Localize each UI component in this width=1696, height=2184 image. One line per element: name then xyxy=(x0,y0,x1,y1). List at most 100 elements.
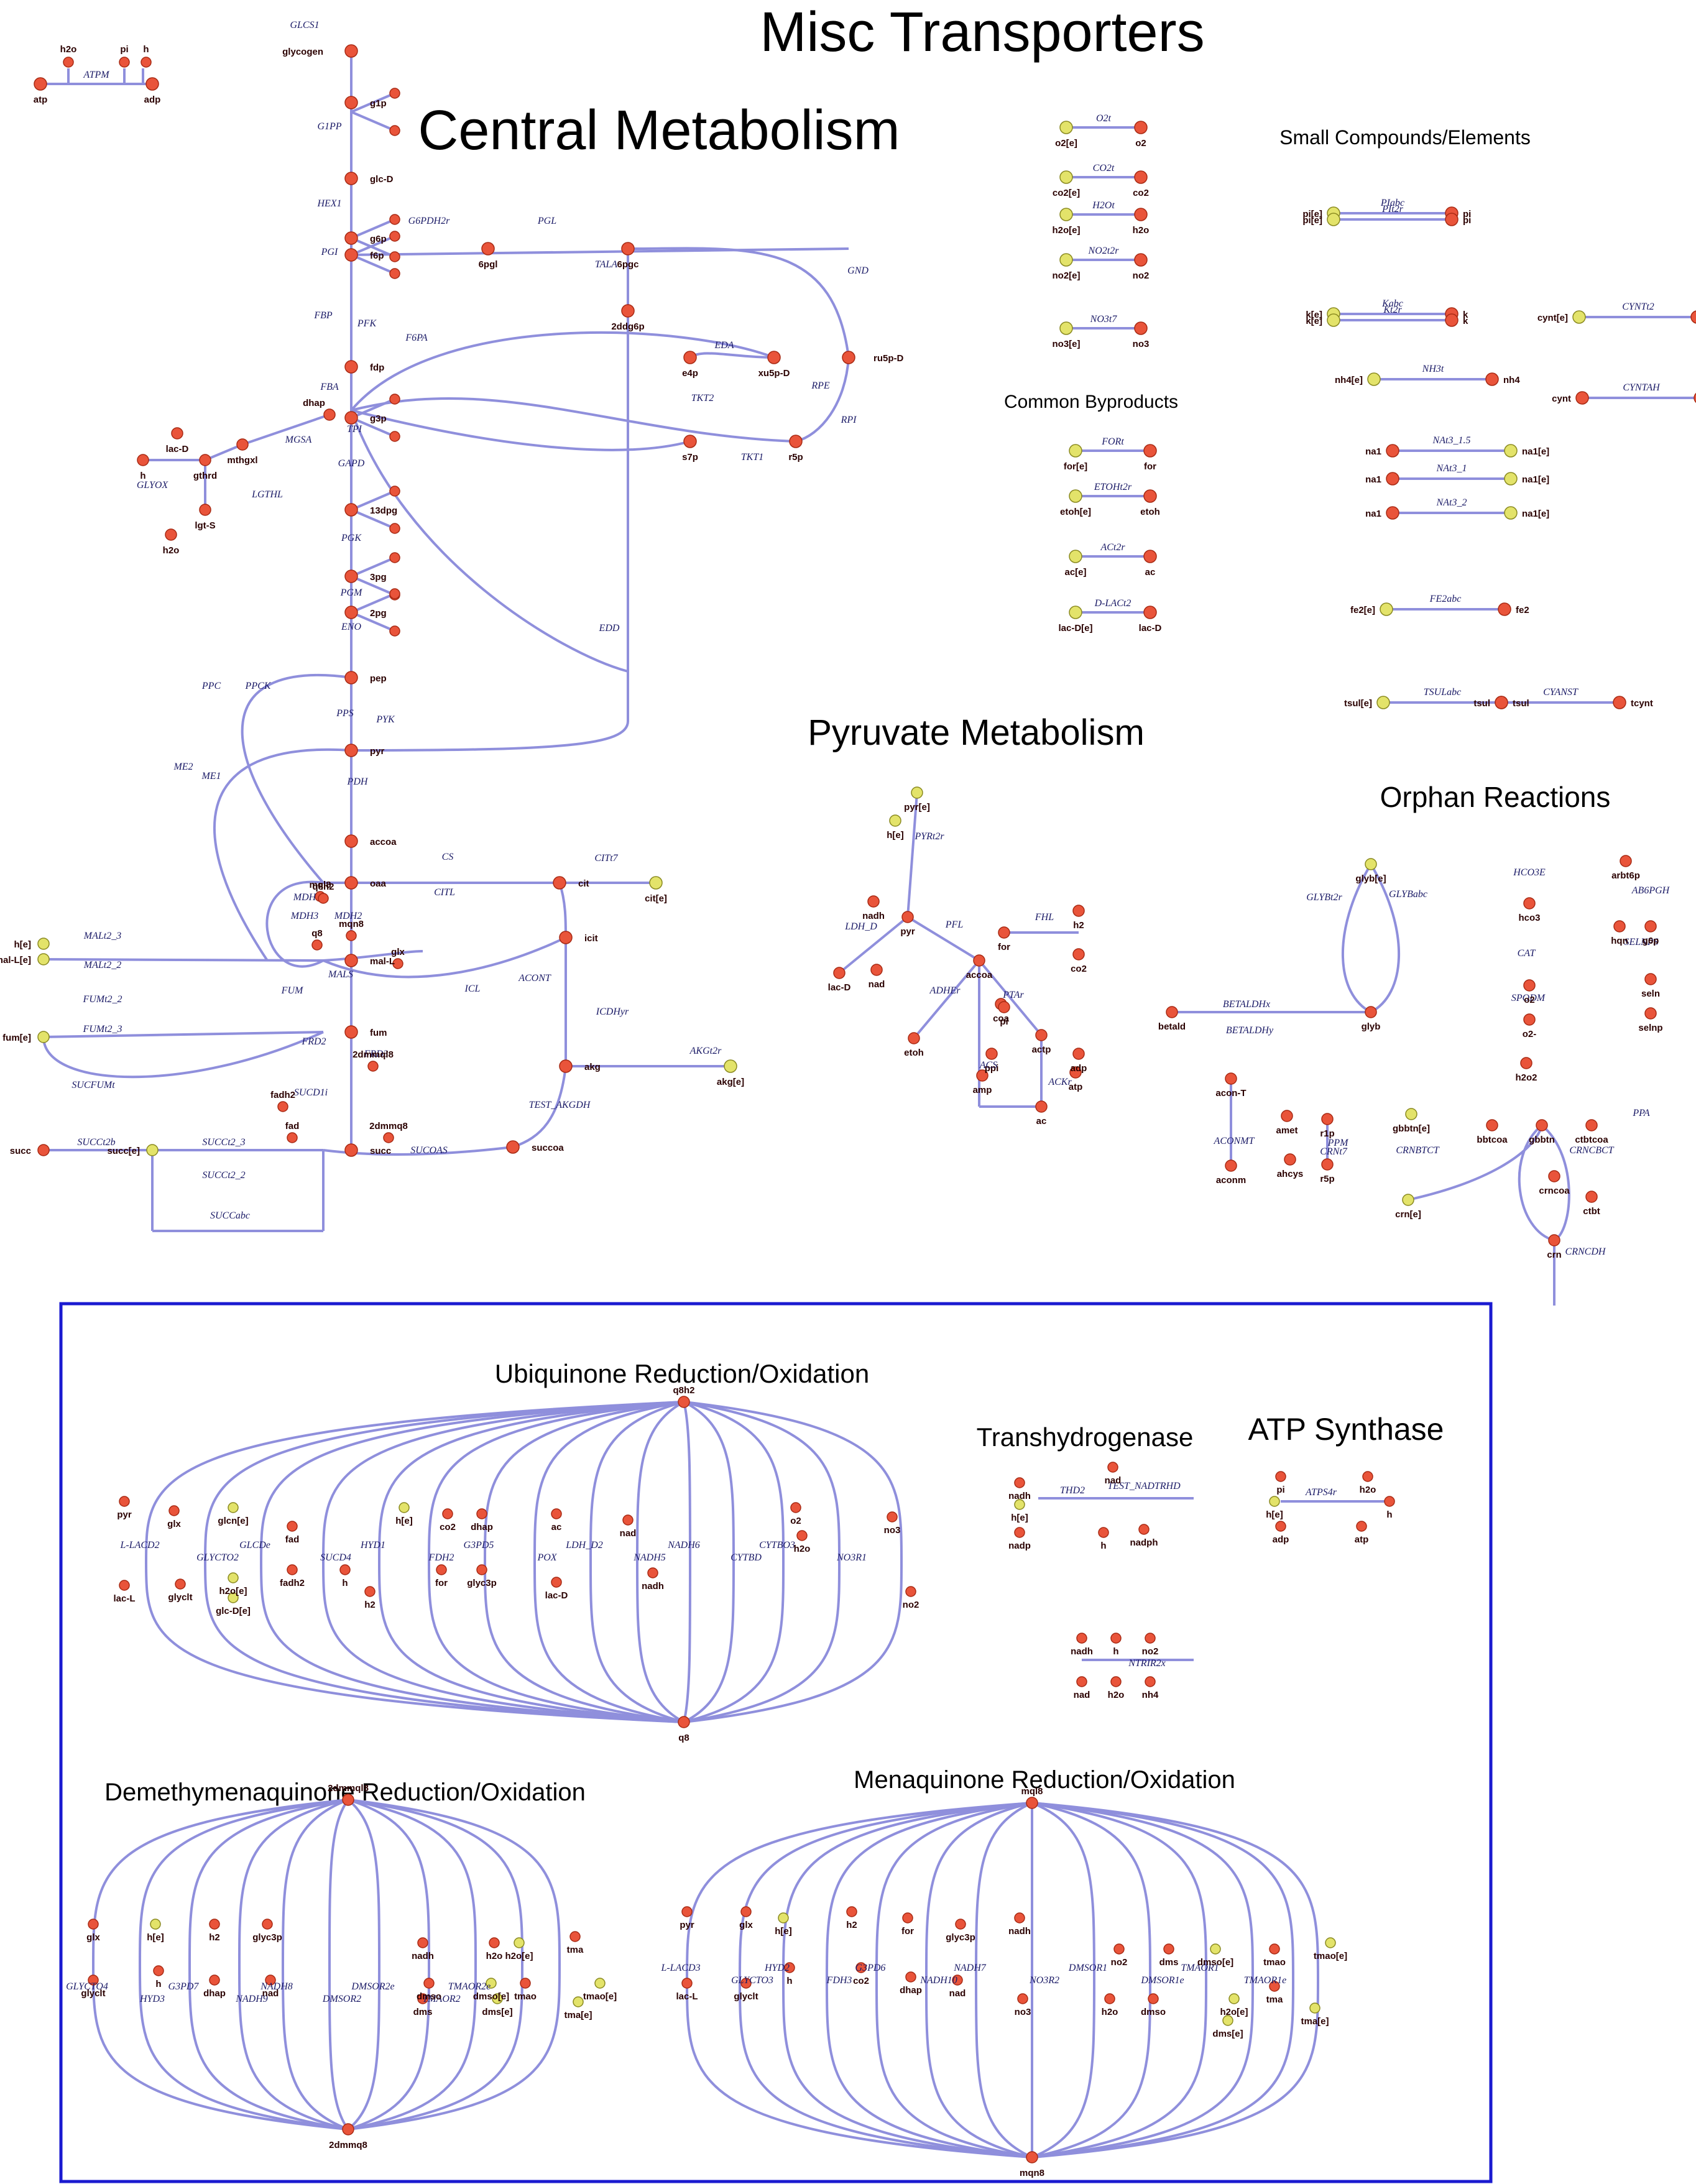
reaction-me2[interactable]: ME2 xyxy=(173,762,193,772)
metabolite-nad[interactable] xyxy=(870,964,883,976)
metabolite-lac-d[interactable] xyxy=(171,427,183,440)
reaction-sucfumt[interactable]: SUCFUMt xyxy=(71,1080,115,1090)
metabolite-13dpg[interactable] xyxy=(344,503,358,517)
metabolite-ac[interactable] xyxy=(1035,1100,1048,1113)
metabolite-gbbtn[interactable] xyxy=(1536,1119,1548,1131)
reaction-atps4r[interactable]: ATPS4r xyxy=(1305,1487,1337,1498)
reaction-nat3-1-5[interactable]: NAt3_1.5 xyxy=(1432,435,1471,446)
metabolite-for[interactable] xyxy=(436,1564,447,1575)
reaction-tsulabc[interactable]: TSULabc xyxy=(1424,687,1461,698)
metabolite-lac-d[interactable] xyxy=(551,1577,562,1588)
metabolite-atp[interactable] xyxy=(1356,1521,1367,1532)
metabolite-glyclt[interactable] xyxy=(88,1974,99,1986)
metabolite-gthrd[interactable] xyxy=(199,454,211,466)
reaction-ptar[interactable]: PTAr xyxy=(1002,990,1024,1000)
reaction-lgthl[interactable]: LGTHL xyxy=(251,489,283,500)
metabolite-glc-d-e[interactable] xyxy=(228,1592,239,1603)
metabolite-na1-e[interactable] xyxy=(1504,506,1518,520)
metabolite-ru5p-d[interactable] xyxy=(842,351,855,364)
reaction-malt2-3[interactable]: MALt2_3 xyxy=(83,931,121,941)
reaction-glycto4[interactable]: GLYCTO4 xyxy=(66,1981,108,1992)
metabolite-succ-e[interactable] xyxy=(146,1144,159,1156)
metabolite-adp[interactable] xyxy=(1072,1048,1085,1060)
metabolite-pi-e[interactable] xyxy=(1327,213,1340,226)
metabolite-h2o-e[interactable] xyxy=(1059,208,1073,221)
reaction-frd3[interactable]: FRD3 xyxy=(363,1049,388,1059)
reaction-tmaor1e[interactable]: TMAOR1e xyxy=(1244,1975,1286,1986)
metabolite-succ[interactable] xyxy=(344,1143,358,1157)
reaction-no2t2r[interactable]: NO2t2r xyxy=(1088,246,1120,256)
metabolite-crn-e[interactable] xyxy=(1402,1194,1414,1206)
metabolite-o2[interactable] xyxy=(790,1502,801,1513)
metabolite-nadp[interactable] xyxy=(1014,1527,1025,1538)
reaction-cyanst[interactable]: CYANST xyxy=(1543,687,1578,698)
metabolite-dmso[interactable] xyxy=(423,1978,435,1989)
metabolite-o2[interactable] xyxy=(1523,979,1536,992)
metabolite-bbtcoa[interactable] xyxy=(1486,1119,1498,1131)
metabolite-q8h2[interactable] xyxy=(318,893,329,904)
reaction-ldh-d[interactable]: LDH_D xyxy=(844,921,877,932)
metabolite-dhap[interactable] xyxy=(209,1974,220,1986)
reaction-pfk[interactable]: PFK xyxy=(357,318,377,329)
reaction-g3pd6[interactable]: G3PD6 xyxy=(855,1963,886,1973)
reaction-nat3-1[interactable]: NAt3_1 xyxy=(1436,463,1467,474)
metabolite-actp[interactable] xyxy=(1035,1029,1048,1041)
metabolite-pi[interactable] xyxy=(119,57,130,68)
reaction-fhl[interactable]: FHL xyxy=(1035,912,1054,923)
metabolite-2dmmq8[interactable] xyxy=(342,2123,354,2136)
metabolite-glx[interactable] xyxy=(740,1906,752,1917)
reaction-gnd[interactable]: GND xyxy=(847,265,869,276)
reaction-mals[interactable]: MALS xyxy=(328,969,353,980)
reaction-kabc[interactable]: Kabc xyxy=(1381,298,1403,309)
reaction-tpi[interactable]: TPI xyxy=(347,424,362,435)
metabolite-glx[interactable] xyxy=(88,1919,99,1930)
reaction-nadh9[interactable]: NADH9 xyxy=(235,1994,268,2004)
metabolite-g1p[interactable] xyxy=(344,96,358,109)
metabolite-glyc3p[interactable] xyxy=(262,1919,273,1930)
reaction-icdhyr[interactable]: ICDHyr xyxy=(596,1007,629,1017)
reaction-pps[interactable]: PPS xyxy=(336,708,354,719)
metabolite-h2o-e[interactable] xyxy=(228,1572,239,1583)
reaction-ab6pgh[interactable]: AB6PGH xyxy=(1631,885,1671,896)
reaction-selnps[interactable]: SELNPS xyxy=(1624,937,1658,947)
metabolite-amet[interactable] xyxy=(1281,1110,1293,1122)
metabolite-h[interactable] xyxy=(153,1965,164,1976)
metabolite-for[interactable] xyxy=(1143,444,1157,458)
metabolite-pep[interactable] xyxy=(344,671,358,684)
metabolite-h2o[interactable] xyxy=(796,1530,808,1541)
metabolite-na1[interactable] xyxy=(1386,506,1399,520)
metabolite-etoh[interactable] xyxy=(1143,489,1157,503)
reaction-pyk[interactable]: PYK xyxy=(376,714,395,725)
metabolite-lac-d-e[interactable] xyxy=(1069,606,1082,619)
reaction-fumt2-3[interactable]: FUMt2_3 xyxy=(82,1024,122,1034)
reaction-ppc[interactable]: PPC xyxy=(201,681,221,691)
metabolite-nadh[interactable] xyxy=(1014,1912,1025,1924)
reaction-ppck[interactable]: PPCK xyxy=(245,681,272,691)
metabolite-cit[interactable] xyxy=(553,876,566,890)
reaction-fbp[interactable]: FBP xyxy=(313,310,333,321)
metabolite-mqn8[interactable] xyxy=(346,930,357,941)
metabolite-h2[interactable] xyxy=(209,1919,220,1930)
reaction-piabc[interactable]: PIabc xyxy=(1380,198,1404,208)
metabolite-dms-e[interactable] xyxy=(1222,2015,1233,2026)
reaction-dmsor2[interactable]: DMSOR2 xyxy=(322,1994,361,2004)
reaction-betaldhx[interactable]: BETALDHx xyxy=(1223,999,1270,1010)
reaction-glycto2[interactable]: GLYCTO2 xyxy=(196,1552,239,1563)
reaction-rpe[interactable]: RPE xyxy=(811,380,830,391)
metabolite-no3[interactable] xyxy=(887,1511,898,1523)
metabolite-dhap[interactable] xyxy=(905,1971,916,1983)
reaction-dmsor1e[interactable]: DMSOR1e xyxy=(1140,1975,1184,1986)
metabolite-mal-l[interactable] xyxy=(344,954,358,967)
reaction-d-lact2[interactable]: D-LACt2 xyxy=(1094,598,1131,609)
metabolite-h[interactable] xyxy=(141,57,152,68)
metabolite-h2o-e[interactable] xyxy=(514,1937,525,1948)
reaction-etoht2r[interactable]: ETOHt2r xyxy=(1094,482,1132,492)
metabolite-h2o[interactable] xyxy=(489,1937,500,1948)
metabolite-o2[interactable] xyxy=(1523,1013,1536,1026)
reaction-rpi[interactable]: RPI xyxy=(841,415,857,425)
metabolite-h2o-e[interactable] xyxy=(1228,1993,1240,2004)
metabolite-2ddg6p[interactable] xyxy=(621,304,635,318)
reaction-no3t7[interactable]: NO3t7 xyxy=(1090,314,1118,325)
metabolite-dmso-e[interactable] xyxy=(486,1978,497,1989)
reaction-eno[interactable]: ENO xyxy=(341,622,361,632)
